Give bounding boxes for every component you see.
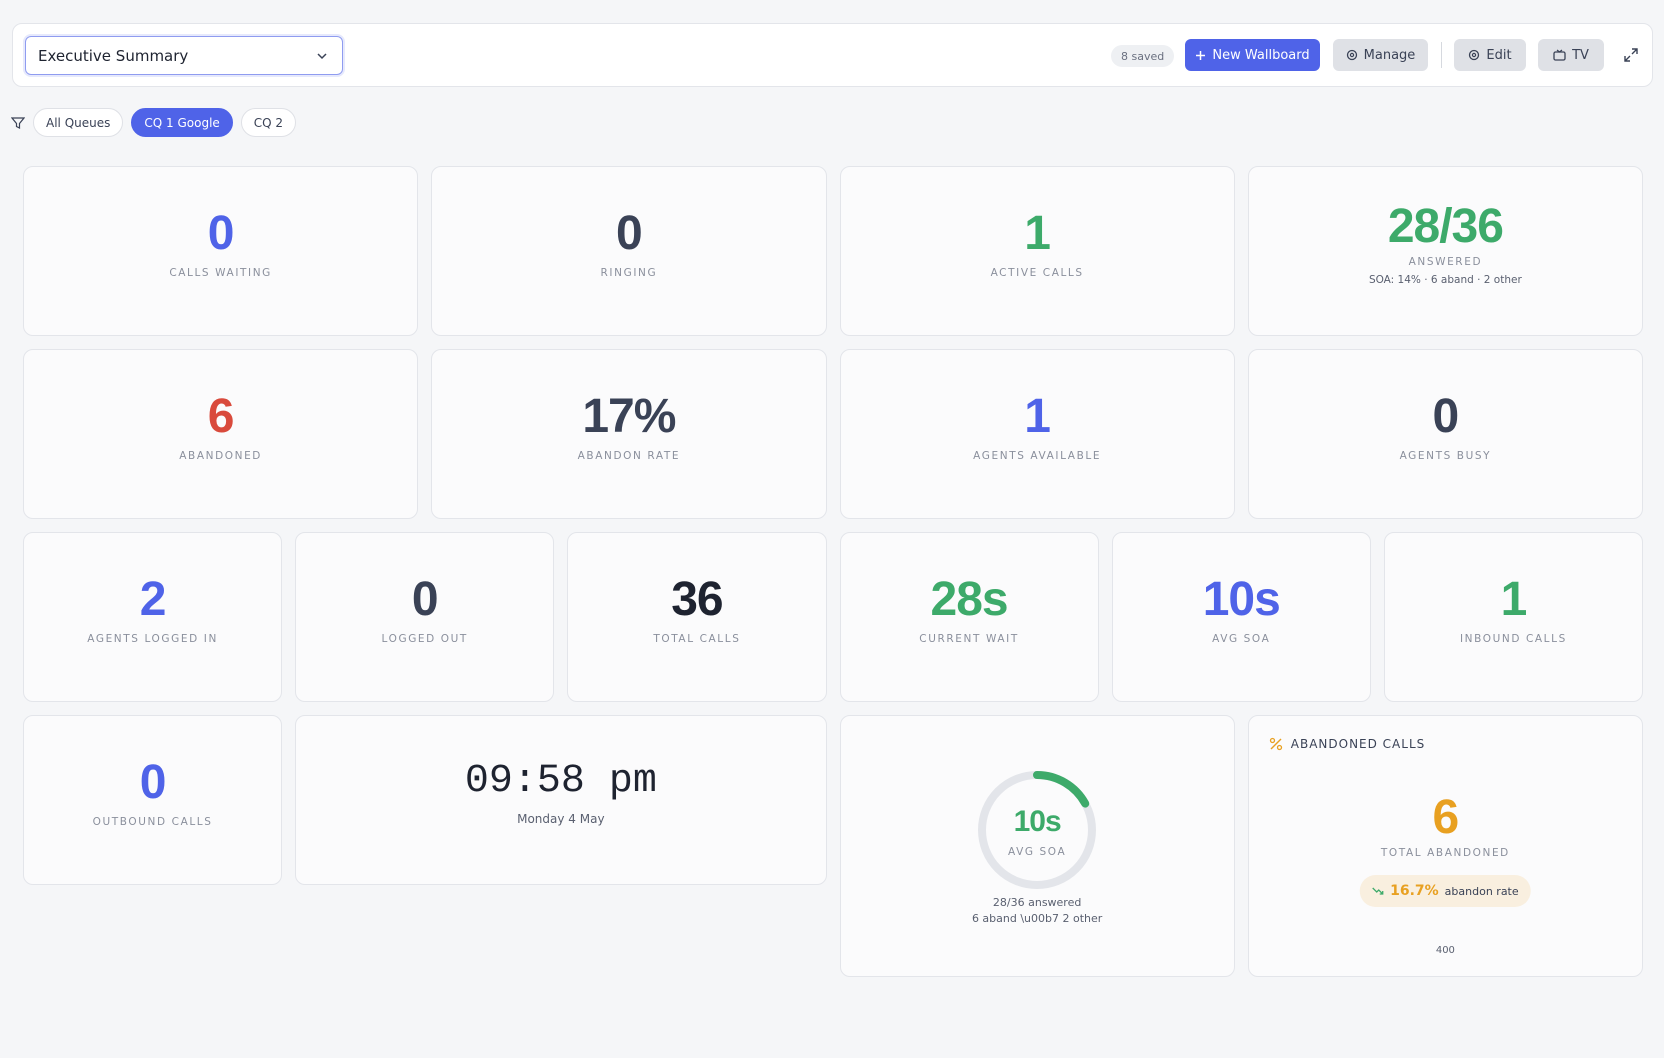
tile-label: OUTBOUND CALLS <box>92 816 213 828</box>
tile: 0 AGENTS BUSY <box>1247 349 1643 519</box>
clock-date: Monday 4 May <box>517 812 605 826</box>
queue-filters: All Queues CQ 1 Google CQ 2 <box>11 108 297 137</box>
trend-icon <box>1372 887 1384 895</box>
tile-label: AVG SOA <box>1212 633 1271 645</box>
tile: 0 CALLS WAITING <box>23 166 419 336</box>
tile: 36 TOTAL CALLS <box>567 532 827 702</box>
tile-value: 10s <box>1202 573 1281 626</box>
tile-label: TOTAL CALLS <box>653 633 741 645</box>
selected-wallboard: Executive Summary <box>38 46 189 65</box>
clock-time: 09:58 pm <box>464 759 657 804</box>
tile-label: INBOUND CALLS <box>1459 633 1567 645</box>
tile-value: 28/36 <box>1387 200 1504 253</box>
toolbar: Executive Summary 8 saved New Wallboard … <box>12 23 1653 87</box>
gauge-arc <box>978 771 1097 889</box>
tile-value: 1 <box>1024 390 1051 443</box>
panel-label: TOTAL ABANDONED <box>1380 847 1510 859</box>
tile-value: 0 <box>139 756 167 809</box>
tile: 0 RINGING <box>431 166 827 336</box>
tile-label: CALLS WAITING <box>169 267 272 279</box>
tile-value: 1 <box>1500 573 1528 626</box>
rate-badge: 16.7% abandon rate <box>1360 875 1531 907</box>
button-label: TV <box>1572 47 1589 63</box>
filter-chip[interactable]: CQ 2 <box>240 108 297 137</box>
percent-icon <box>1269 737 1282 751</box>
tile-value: 0 <box>411 573 439 626</box>
manage-button[interactable]: Manage <box>1333 39 1428 71</box>
tile-value: 0 <box>207 207 235 260</box>
tile-value: 28s <box>930 573 1009 626</box>
gear-icon <box>1346 49 1357 61</box>
plus-icon <box>1196 50 1206 60</box>
button-label: New Wallboard <box>1212 47 1310 63</box>
tile: 2 AGENTS LOGGED IN <box>23 532 283 702</box>
filter-chip[interactable]: CQ 1 Google <box>131 108 233 137</box>
tv-icon <box>1553 49 1566 61</box>
tile-label: ACTIVE CALLS <box>990 267 1084 279</box>
tile: 28/36 ANSWERED SOA: 14% · 6 aband · 2 othe… <box>1247 166 1643 336</box>
tv-button[interactable]: TV <box>1538 39 1604 71</box>
gauge <box>978 771 1097 889</box>
fullscreen-icon[interactable] <box>1624 48 1638 62</box>
tile-value: 0 <box>1432 390 1460 443</box>
tile: 6 ABANDONED <box>23 349 419 519</box>
divider <box>1441 42 1442 68</box>
tile-value: 36 <box>671 573 723 626</box>
panel-title: ABANDONED CALLS <box>1290 737 1426 751</box>
tile: 28s CURRENT WAIT <box>839 532 1099 702</box>
tile-value: 6 <box>207 390 235 443</box>
tile-value: 17% <box>582 390 676 443</box>
tile-value: 0 <box>616 207 643 260</box>
tile-value: 2 <box>139 573 167 626</box>
tile: 17% ABANDON RATE <box>431 349 827 519</box>
tile: 1 ACTIVE CALLS <box>839 166 1235 336</box>
gauge-line: 6 aband \u00b7 2 other <box>971 912 1103 925</box>
tile-value: 1 <box>1024 207 1051 260</box>
button-label: Edit <box>1486 47 1512 63</box>
gear-icon <box>1469 49 1480 61</box>
tile: 0 OUTBOUND CALLS <box>23 715 283 885</box>
tile-label: RINGING <box>600 267 658 279</box>
panel-value: 6 <box>1432 791 1460 844</box>
gauge-value: 10s <box>1013 805 1062 838</box>
gauge-tile: 10s AVG SOA 28/36 answered 6 aband \u00b… <box>839 715 1235 977</box>
wallboard-select[interactable]: Executive Summary <box>25 36 343 75</box>
tile-label: CURRENT WAIT <box>919 633 1019 645</box>
abandoned-panel: ABANDONED CALLS 6 TOTAL ABANDONED 16.7% … <box>1247 715 1643 977</box>
tile-label: LOGGED OUT <box>381 633 468 645</box>
tile-label: AGENTS LOGGED IN <box>87 633 218 645</box>
saved-badge: 8 saved <box>1111 45 1175 67</box>
tile: 1 INBOUND CALLS <box>1383 532 1643 702</box>
panel-footer: 400 <box>1435 945 1455 956</box>
tile-grid: 0 CALLS WAITING 0 RINGING 1 ACTIVE CALLS 28… <box>23 166 1643 977</box>
filter-chip[interactable]: All Queues <box>33 108 124 137</box>
tile-label: ANSWERED <box>1408 256 1483 268</box>
rate-value: 16.7% <box>1390 883 1439 899</box>
tile-label: ABANDON RATE <box>577 450 681 462</box>
tile: 0 LOGGED OUT <box>295 532 555 702</box>
gauge-label: AVG SOA <box>1007 846 1067 858</box>
tile-sub: SOA: 14% · 6 aband · 2 other <box>1368 274 1522 286</box>
edit-button[interactable]: Edit <box>1454 39 1526 71</box>
tile-label: AGENTS AVAILABLE <box>973 450 1102 462</box>
tile: 10s AVG SOA <box>1111 532 1371 702</box>
tile: 1 AGENTS AVAILABLE <box>839 349 1235 519</box>
filter-icon <box>11 116 25 129</box>
button-label: Manage <box>1363 47 1416 63</box>
new-wallboard-button[interactable]: New Wallboard <box>1185 39 1320 71</box>
chevron-icon <box>317 53 327 60</box>
tile-label: ABANDONED <box>179 450 262 462</box>
panel-header: ABANDONED CALLS <box>1269 737 1426 751</box>
clock-tile: 09:58 pm Monday 4 May <box>295 715 827 885</box>
tile-label: AGENTS BUSY <box>1399 450 1492 462</box>
gauge-line: 28/36 answered <box>992 896 1082 909</box>
rate-label: abandon rate <box>1444 884 1519 898</box>
